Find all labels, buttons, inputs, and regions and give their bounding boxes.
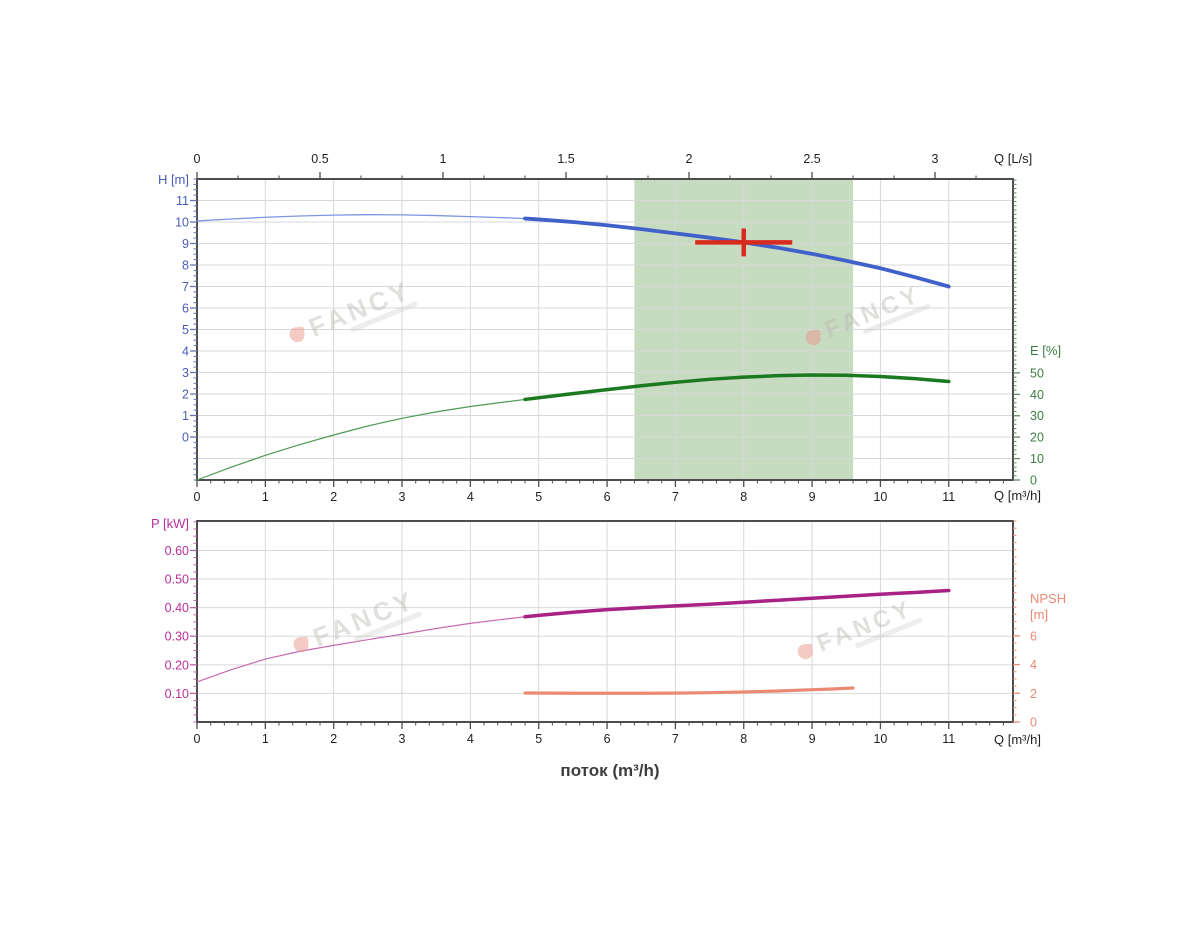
tick-label: 0 (1030, 474, 1037, 488)
tick-label: 3 (182, 366, 189, 380)
flow-axis-title-top-chart: Q [m³/h] (994, 488, 1041, 503)
head-axis-title: H [m] (158, 172, 189, 187)
efficiency-curve (523, 373, 951, 402)
tick-label: 0.50 (165, 573, 189, 587)
flow-axis-caption: поток (m³/h) (560, 761, 659, 780)
tick-label: 2 (182, 388, 189, 402)
tick-label: 2 (686, 152, 693, 166)
power-npsh-chart: 0 1 2 3 4 5 6 7 8 9 10 11 0.10 0.20 0.30 0.40 0.50 0.60 0 2… (165, 520, 1037, 746)
head-efficiency-chart: 0 1 2 3 4 5 6 7 8 9 10 110 0.5 1 1.5 2 2.5 30123456789101… (175, 152, 1044, 504)
tick-label: 3 (932, 152, 939, 166)
tick-label: 7 (672, 732, 679, 746)
npsh-axis-title-line1: NPSH (1030, 591, 1066, 606)
tick-label: 10 (873, 490, 887, 504)
tick-label: 40 (1030, 388, 1044, 402)
tick-label: 10 (873, 732, 887, 746)
flow-axis-title-bottom-chart: Q [m³/h] (994, 732, 1041, 747)
tick-label: 10 (1030, 452, 1044, 466)
tick-label: 3 (399, 732, 406, 746)
efficiency-curve-thin (196, 398, 526, 481)
tick-label: 7 (182, 280, 189, 294)
tick-label: 0 (1030, 716, 1037, 730)
power-curve (523, 588, 951, 619)
power-curve-thin (196, 616, 526, 683)
tick-label: 50 (1030, 366, 1044, 380)
tick-label: 1 (262, 490, 269, 504)
tick-label: 8 (740, 490, 747, 504)
head-curve (523, 216, 951, 289)
tick-label: 5 (535, 490, 542, 504)
tick-label: 11 (942, 732, 955, 746)
tick-label: 10 (175, 216, 189, 230)
tick-label: 4 (1030, 658, 1037, 672)
tick-label: 0.30 (165, 630, 189, 644)
tick-label: 30 (1030, 409, 1044, 423)
tick-label: 0.10 (165, 687, 189, 701)
tick-label: 0 (194, 732, 201, 746)
npsh-curve (523, 686, 855, 695)
tick-label: 6 (1030, 629, 1037, 643)
tick-label: 1.5 (557, 152, 574, 166)
tick-label: 8 (182, 259, 189, 273)
tick-label: 2 (330, 732, 337, 746)
flow-lps-axis-title: Q [L/s] (994, 151, 1032, 166)
tick-label: 0.60 (165, 544, 189, 558)
tick-label: 20 (1030, 431, 1044, 445)
power-axis-title: P [kW] (151, 516, 189, 531)
tick-label: 1 (262, 732, 269, 746)
tick-label: 9 (809, 732, 816, 746)
tick-label: 2 (1030, 687, 1037, 701)
tick-label: 8 (740, 732, 747, 746)
tick-label: 0 (182, 431, 189, 445)
tick-label: 3 (399, 490, 406, 504)
head-curve-thin (196, 214, 526, 222)
tick-label: 7 (672, 490, 679, 504)
tick-label: 6 (604, 490, 611, 504)
tick-label: 4 (467, 490, 474, 504)
tick-label: 6 (604, 732, 611, 746)
tick-label: 4 (182, 345, 189, 359)
tick-label: 2.5 (803, 152, 820, 166)
tick-label: 9 (809, 490, 816, 504)
tick-label: 1 (182, 409, 189, 423)
tick-label: 4 (467, 732, 474, 746)
tick-label: 0 (194, 152, 201, 166)
tick-label: 2 (330, 490, 337, 504)
tick-label: 1 (440, 152, 447, 166)
tick-label: 5 (535, 732, 542, 746)
tick-label: 9 (182, 237, 189, 251)
tick-label: 0.5 (311, 152, 328, 166)
tick-label: 11 (176, 194, 189, 208)
tick-label: 0 (194, 490, 201, 504)
tick-label: 0.20 (165, 658, 189, 672)
npsh-axis-title-line2: [m] (1030, 607, 1048, 622)
efficiency-axis-title: E [%] (1030, 343, 1061, 358)
tick-label: 6 (182, 302, 189, 316)
tick-label: 11 (942, 490, 955, 504)
tick-label: 5 (182, 323, 189, 337)
tick-label: 0.40 (165, 601, 189, 615)
